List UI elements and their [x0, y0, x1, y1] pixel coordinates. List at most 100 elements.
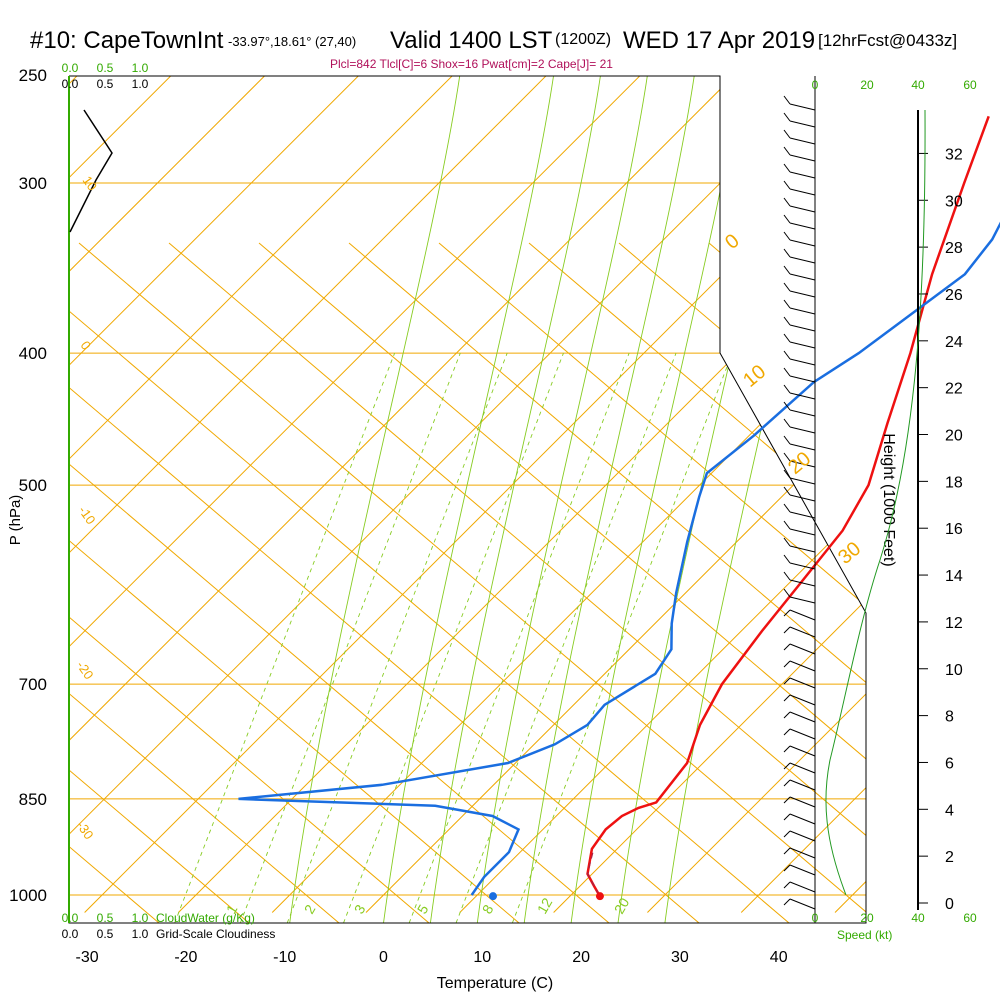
wind-barb [789, 609, 816, 621]
surface-dewpoint-marker [489, 892, 498, 901]
p-tick-label: 300 [19, 174, 47, 193]
wind-barb [789, 745, 816, 757]
height-tick-label: 8 [945, 709, 954, 726]
cloudwater-label: CloudWater (g/Kg) [156, 911, 255, 925]
wind-barb [789, 137, 816, 145]
moist-adiabat-line [617, 76, 789, 923]
height-tick-label: 14 [945, 568, 963, 585]
isotherm-line [84, 76, 866, 913]
speed-tick-bottom: 60 [963, 911, 977, 925]
wind-barb [789, 562, 816, 570]
wind-barb-flag [783, 469, 791, 479]
wind-barb [789, 511, 816, 519]
mixing-ratio-line [455, 352, 677, 923]
dry-adiabat-line [168, 242, 866, 923]
x-tick-label: 20 [572, 949, 590, 966]
mixing-ratio-label: 20 [611, 895, 633, 917]
x-tick-label: -20 [174, 949, 197, 966]
isotherm-line [69, 76, 360, 913]
wind-barb-flag [783, 537, 791, 547]
mixing-ratio-line [511, 352, 733, 923]
mixing-ratio-line [286, 352, 508, 923]
plot-border [68, 75, 867, 924]
moist-adiabat-line [476, 76, 648, 923]
wind-barb [789, 171, 816, 179]
height-tick-label: 10 [945, 662, 963, 679]
wind-barb [789, 643, 816, 655]
wind-barb [789, 239, 816, 247]
wind-barb [789, 460, 816, 468]
wind-barb [789, 375, 816, 383]
mixing-ratio-line [408, 352, 630, 923]
station-coords: -33.97°,18.61° (27,40) [228, 34, 357, 49]
speed-tick-bottom: 20 [860, 911, 874, 925]
wind-barb [789, 796, 816, 808]
dry-adiabat-label: 10 [739, 361, 770, 392]
speed-tick-top: 40 [911, 78, 925, 92]
wind-barb-flag [783, 503, 791, 513]
p-tick-label: 850 [19, 790, 47, 809]
mixing-ratio-label: 5 [414, 902, 432, 917]
isotherm-label: -10 [76, 503, 99, 527]
wind-barb [789, 120, 816, 128]
wind-barb-flag [783, 299, 791, 309]
p-tick-label: 500 [19, 476, 47, 495]
cloudwater-scale-top: 0.5 [97, 61, 114, 75]
height-tick-label: 16 [945, 521, 963, 538]
wind-barb-flag [783, 554, 791, 564]
dry-adiabat-line [69, 242, 520, 923]
wind-barb-flag [783, 813, 791, 821]
wind-barb-flag [783, 694, 791, 702]
mixing-ratio-line [343, 352, 564, 923]
isotherm-line [365, 76, 866, 913]
dry-adiabat-line [348, 242, 866, 923]
wind-barb-flag [783, 231, 791, 241]
wind-barb-flag [783, 350, 791, 360]
mixing-ratio-label: 8 [479, 902, 497, 917]
isotherm-line [69, 76, 454, 913]
wind-barb-flag [783, 112, 791, 122]
wind-barb [789, 545, 816, 553]
wind-barb-flag [783, 452, 791, 462]
wind-speed-profile [825, 109, 926, 896]
wind-barb-flag [783, 571, 791, 581]
moist-adiabat-line [570, 76, 742, 923]
wind-barb-flag [783, 520, 791, 530]
wind-barb-flag [783, 677, 791, 685]
wind-barb [789, 660, 816, 672]
cloudwater-scale-bottom: 0.0 [62, 911, 79, 925]
x-tick-label: -30 [76, 949, 99, 966]
dewpoint-profile [238, 221, 1000, 896]
x-tick-label: 30 [671, 949, 689, 966]
height-tick-label: 6 [945, 755, 954, 772]
wind-barb-flag [783, 95, 791, 105]
height-axis-label: Height (1000 Feet) [880, 433, 897, 566]
wind-barb [789, 409, 816, 417]
speed-tick-top: 0 [812, 78, 819, 92]
wind-barb-flag [783, 418, 791, 428]
height-tick-label: 30 [945, 193, 963, 210]
moist-adiabat-line [523, 76, 695, 923]
wind-barb-flag [783, 609, 791, 617]
isotherm-line [553, 76, 866, 913]
cloudwater-scale-bottom: 0.5 [97, 911, 114, 925]
dry-adiabat-line [618, 242, 866, 923]
wind-barb [789, 494, 816, 502]
wind-barb [789, 154, 816, 162]
wind-barb [789, 626, 816, 638]
wind-barb [789, 205, 816, 213]
wind-barb-flag [783, 180, 791, 190]
wind-barb-flag [783, 401, 791, 411]
wind-barb [789, 830, 816, 842]
cloudiness-trace [69, 109, 113, 233]
height-tick-label: 20 [945, 428, 963, 445]
wind-barb-flag [783, 728, 791, 736]
wind-barb-flag [783, 762, 791, 770]
wind-barb [789, 898, 816, 910]
p-tick-label: 1000 [9, 886, 47, 905]
height-tick-label: 24 [945, 334, 963, 351]
wind-barb-flag [783, 214, 791, 224]
wind-barb [789, 596, 816, 604]
surface-temperature-marker [595, 892, 604, 901]
dry-adiabat-line [78, 242, 866, 923]
